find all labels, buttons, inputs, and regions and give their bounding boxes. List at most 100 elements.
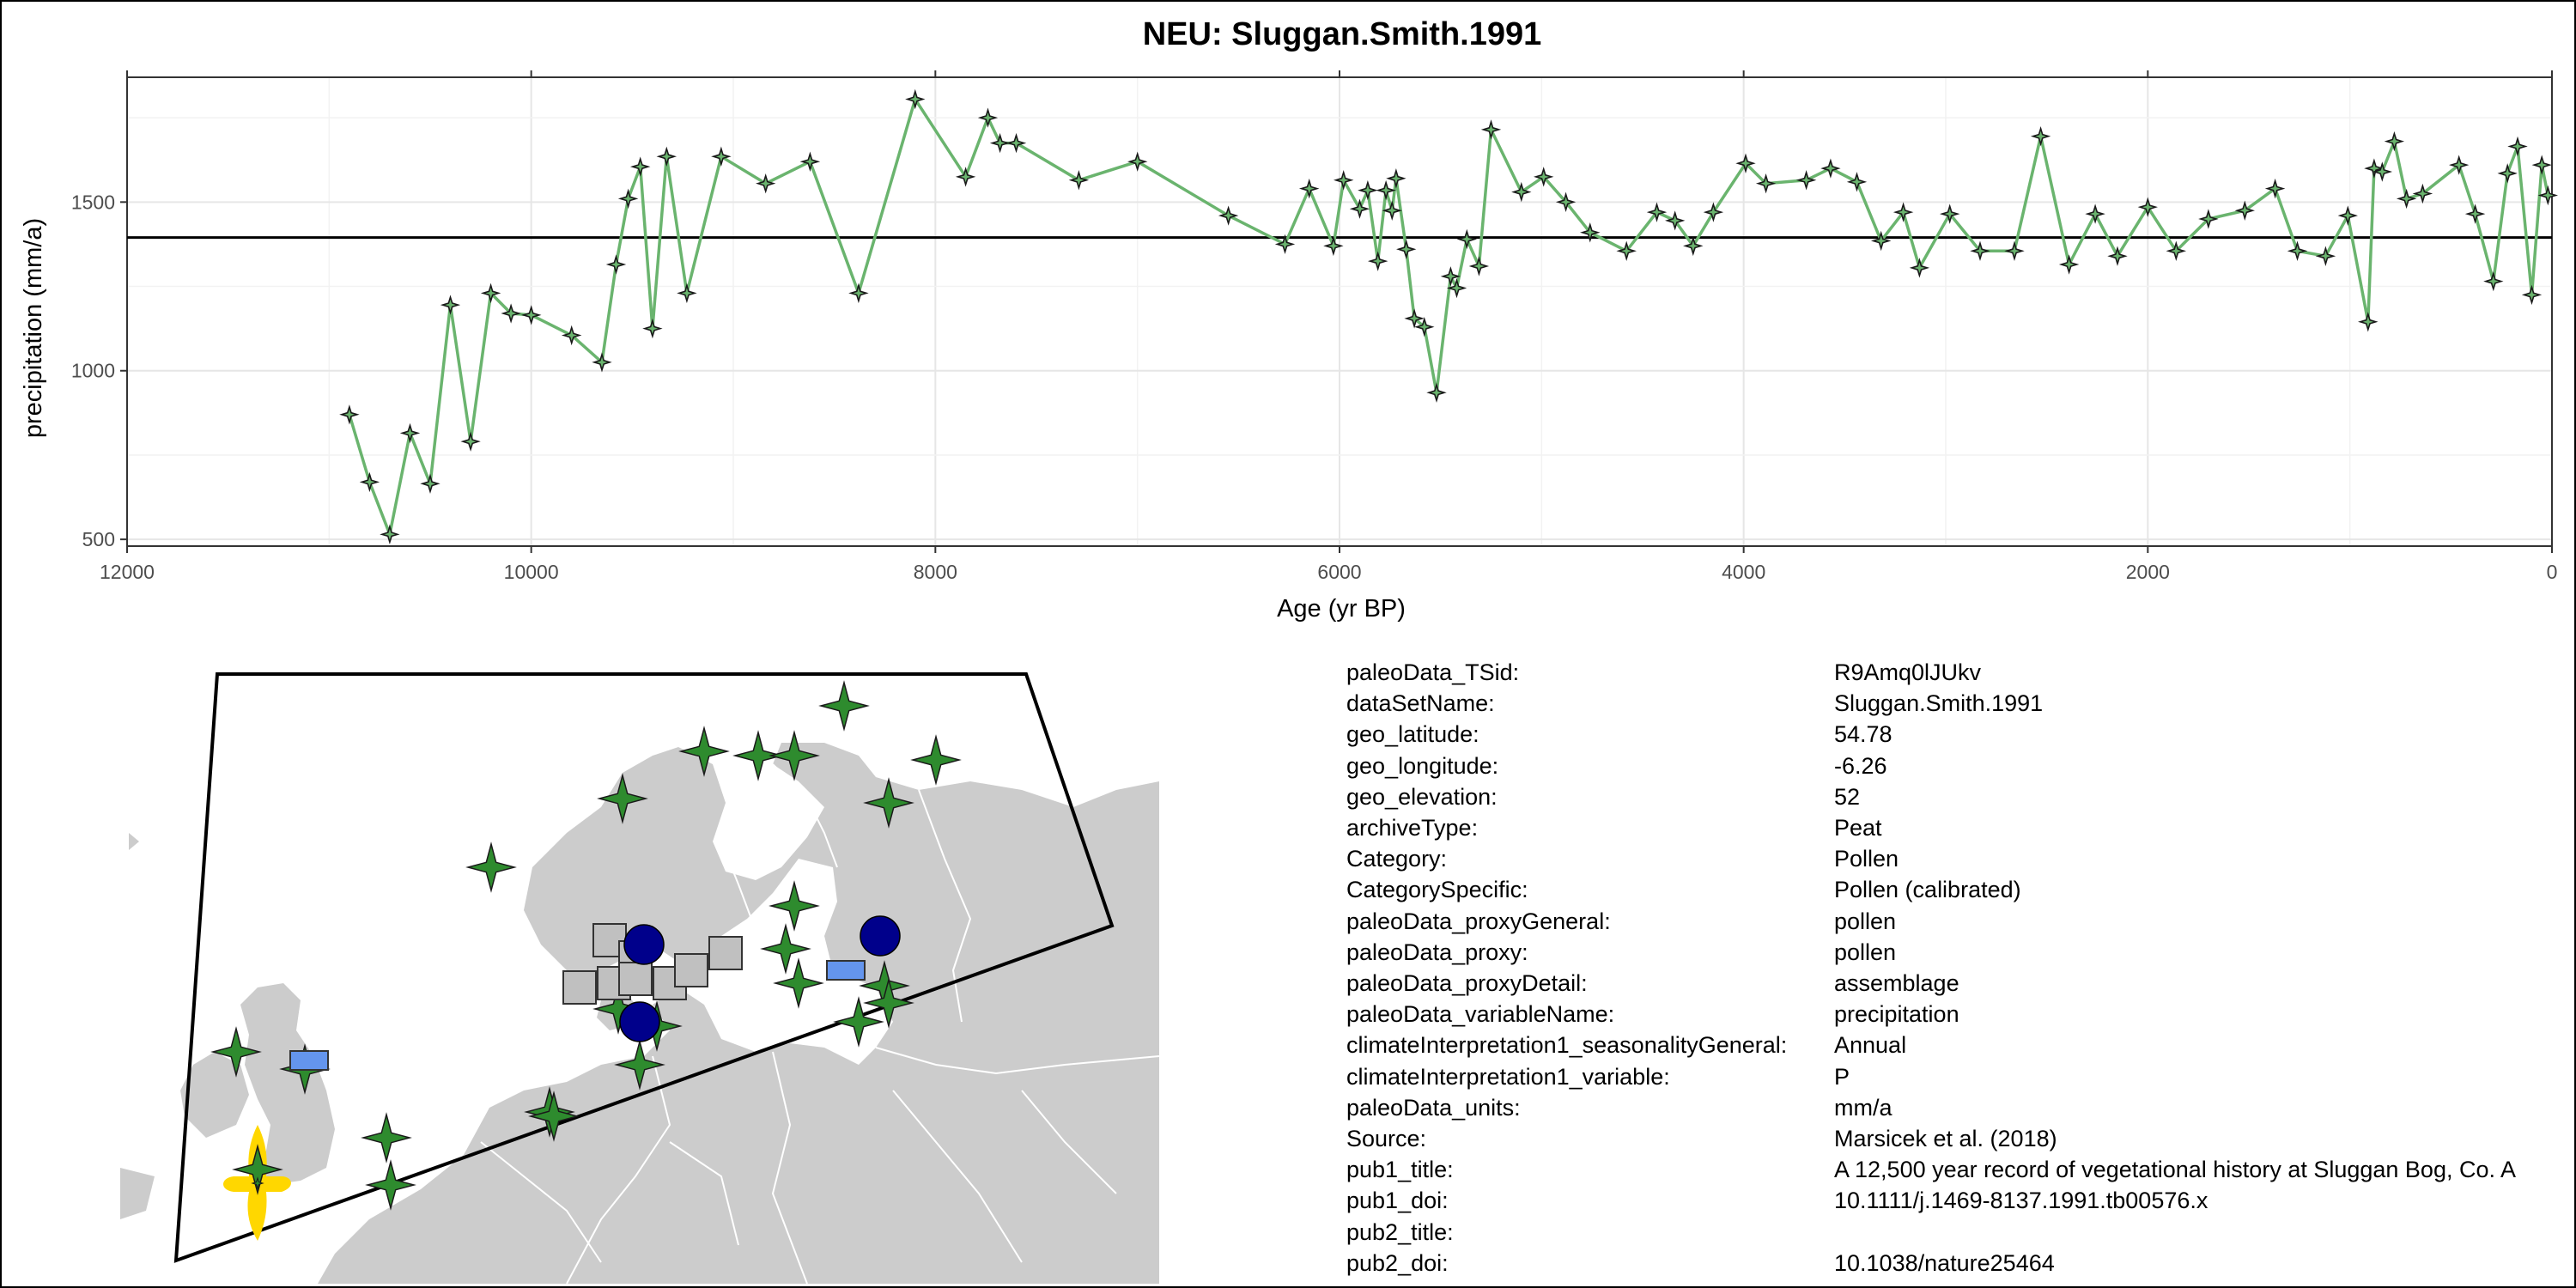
metadata-row: archiveType: Peat bbox=[1346, 815, 2574, 846]
metadata-key: pub1_title: bbox=[1346, 1157, 1454, 1183]
land-mass-ireland bbox=[180, 1052, 249, 1138]
metadata-value: Annual bbox=[1834, 1032, 1907, 1059]
metadata-key: dataSetName: bbox=[1346, 690, 1495, 717]
site-marker-green-star bbox=[769, 730, 820, 781]
data-point bbox=[1414, 317, 1435, 337]
site-marker-gray-square bbox=[562, 970, 597, 1005]
metadata-key: Source: bbox=[1346, 1126, 1427, 1151]
metadata-row: paleoData_proxy: pollen bbox=[1346, 939, 2574, 970]
metadata-key: climateInterpretation1_variable: bbox=[1346, 1063, 1670, 1090]
data-point bbox=[2337, 205, 2358, 226]
metadata-row: pub2_title: bbox=[1346, 1219, 2574, 1250]
metadata-value: precipitation bbox=[1834, 1001, 1959, 1028]
data-point bbox=[1446, 277, 1467, 299]
metadata-row: paleoData_proxyGeneral: pollen bbox=[1346, 908, 2574, 939]
metadata-row: Category: Pollen bbox=[1346, 846, 2574, 877]
data-point bbox=[711, 146, 732, 167]
site-marker-green-star bbox=[365, 1159, 416, 1211]
border-line bbox=[480, 1141, 602, 1263]
series-line bbox=[348, 95, 2550, 540]
data-point bbox=[592, 352, 612, 373]
border-line bbox=[772, 763, 838, 868]
metadata-row: Source: Marsicek et al. (2018) bbox=[1346, 1126, 2574, 1157]
site-marker-blue-circle bbox=[623, 924, 665, 965]
metadata-value: 54.78 bbox=[1834, 721, 1893, 748]
data-point bbox=[1068, 170, 1090, 191]
data-point bbox=[1127, 151, 1148, 172]
metadata-value: R9Amq0lJUkv bbox=[1834, 659, 1982, 685]
data-point bbox=[2166, 240, 2187, 262]
data-point bbox=[799, 151, 821, 172]
data-point bbox=[339, 404, 360, 425]
data-point bbox=[677, 283, 697, 304]
metadata-row: paleoData_units: mm/a bbox=[1346, 1095, 2574, 1126]
y-tick-label: 1000 bbox=[71, 360, 115, 382]
data-point bbox=[1795, 170, 1817, 191]
data-point bbox=[420, 473, 440, 495]
metadata-key: CategorySpecific: bbox=[1346, 877, 1528, 903]
data-point bbox=[2537, 185, 2559, 206]
metadata-key: paleoData_proxyGeneral: bbox=[1346, 908, 1611, 934]
data-point bbox=[2507, 136, 2528, 157]
data-point bbox=[1468, 256, 1490, 276]
metadata-value: -6.26 bbox=[1834, 752, 1887, 779]
x-tick-label: 8000 bbox=[914, 561, 957, 583]
border-line bbox=[892, 1090, 1023, 1263]
data-point bbox=[380, 524, 400, 544]
x-tick-label: 0 bbox=[2547, 561, 2558, 583]
metadata-value: Sluggan.Smith.1991 bbox=[1834, 690, 2044, 717]
y-axis-title: precipitation (mm/a) bbox=[20, 218, 47, 438]
data-point bbox=[2315, 246, 2336, 266]
site-marker-green-star bbox=[833, 996, 884, 1048]
metadata-key: Category: bbox=[1346, 846, 1448, 872]
data-point bbox=[1555, 191, 1577, 213]
data-point bbox=[2372, 161, 2393, 182]
data-point bbox=[1386, 168, 1406, 189]
data-point bbox=[2264, 178, 2286, 199]
border-line bbox=[1021, 1090, 1117, 1194]
data-point bbox=[2030, 125, 2051, 147]
data-point bbox=[2497, 163, 2518, 184]
data-point bbox=[2412, 183, 2433, 204]
data-point bbox=[1323, 235, 1344, 257]
y-tick-label: 500 bbox=[82, 528, 115, 550]
metadata-row: CategorySpecific: Pollen (calibrated) bbox=[1346, 877, 2574, 908]
x-tick-label: 2000 bbox=[2126, 561, 2170, 583]
data-point bbox=[1426, 382, 1447, 403]
data-point bbox=[1755, 173, 1777, 194]
metadata-value: assemblage bbox=[1834, 970, 1959, 996]
metadata-value: pollen bbox=[1834, 908, 1897, 934]
data-point bbox=[656, 146, 677, 167]
data-point bbox=[2384, 131, 2405, 152]
data-point bbox=[642, 318, 663, 339]
border-line bbox=[669, 1141, 739, 1246]
metadata-row: pub2_doi: 10.1038/nature25464 bbox=[1346, 1250, 2574, 1281]
site-marker-blue-circle bbox=[619, 1001, 660, 1042]
data-point bbox=[848, 283, 869, 304]
metadata-key: archiveType: bbox=[1346, 815, 1479, 841]
data-point bbox=[480, 283, 501, 304]
metadata-key: paleoData_proxyDetail: bbox=[1346, 970, 1588, 996]
data-point bbox=[2234, 200, 2255, 221]
border-line bbox=[771, 1051, 808, 1284]
data-point bbox=[605, 254, 627, 275]
data-point bbox=[1382, 200, 1402, 221]
metadata-key: paleoData_variableName: bbox=[1346, 1001, 1615, 1028]
site-marker-green-star bbox=[528, 1091, 580, 1142]
metadata-row: paleoData_variableName: precipitation bbox=[1346, 1001, 2574, 1032]
site-marker-green-star bbox=[818, 680, 870, 732]
border-line bbox=[720, 841, 752, 920]
data-point bbox=[1367, 251, 1388, 271]
data-point bbox=[1683, 235, 1704, 257]
data-point bbox=[1735, 153, 1756, 173]
data-point bbox=[2137, 197, 2158, 217]
site-marker-gray-square bbox=[674, 953, 708, 987]
data-point bbox=[1820, 158, 1841, 179]
data-point bbox=[989, 132, 1011, 154]
site-marker-green-star bbox=[910, 734, 962, 786]
data-point bbox=[1440, 266, 1461, 287]
data-point bbox=[1893, 202, 1914, 222]
metadata-row: climateInterpretation1_seasonalityGenera… bbox=[1346, 1032, 2574, 1063]
data-point bbox=[1218, 205, 1239, 226]
data-point bbox=[460, 431, 481, 452]
